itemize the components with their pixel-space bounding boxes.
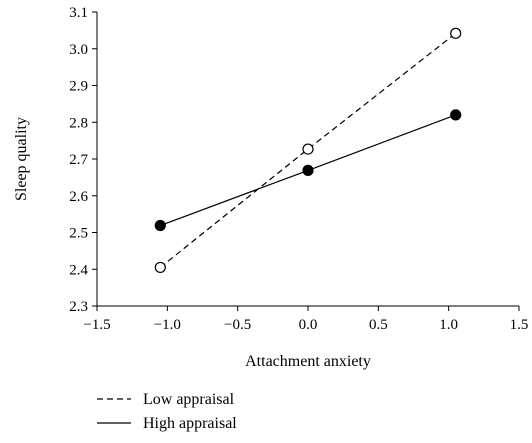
y-tick-label: 2.6 bbox=[69, 189, 88, 205]
x-axis-label: Attachment anxiety bbox=[245, 353, 371, 370]
data-point-low-appraisal bbox=[154, 261, 166, 274]
series-layer bbox=[154, 27, 462, 274]
y-axis-ticks: 2.3 2.4 2.5 2.6 2.7 2.8 2.9 3.0 3.1 bbox=[69, 5, 97, 315]
legend: Low appraisal High appraisal bbox=[97, 391, 237, 432]
x-tick-label: −0.5 bbox=[224, 317, 251, 333]
x-tick-label: 1.0 bbox=[439, 317, 458, 333]
y-axis-label: Sleep quality bbox=[13, 117, 30, 201]
x-axis-ticks: −1.5 −1.0 −0.5 0.0 0.5 1.0 1.5 bbox=[83, 306, 528, 333]
data-point-low-appraisal bbox=[302, 143, 314, 155]
y-tick-label: 2.7 bbox=[69, 152, 88, 168]
legend-label-high-appraisal: High appraisal bbox=[143, 415, 237, 432]
data-point-low-appraisal bbox=[450, 27, 462, 39]
x-tick-label: −1.5 bbox=[83, 317, 110, 333]
legend-label-low-appraisal: Low appraisal bbox=[143, 391, 235, 408]
series-line-low-appraisal bbox=[159, 32, 457, 268]
data-point-high-appraisal bbox=[302, 164, 314, 176]
y-tick-label: 2.9 bbox=[69, 79, 88, 95]
y-tick-label: 2.4 bbox=[69, 262, 88, 278]
x-tick-label: 1.5 bbox=[510, 317, 529, 333]
data-point-high-appraisal bbox=[154, 219, 166, 232]
y-tick-label: 2.5 bbox=[69, 226, 88, 242]
y-tick-label: 3.0 bbox=[69, 42, 88, 58]
y-tick-label: 2.8 bbox=[69, 115, 88, 131]
x-tick-label: 0.5 bbox=[369, 317, 388, 333]
y-tick-label: 3.1 bbox=[69, 5, 88, 21]
x-tick-label: −1.0 bbox=[154, 317, 181, 333]
x-tick-label: 0.0 bbox=[299, 317, 318, 333]
y-tick-label: 2.3 bbox=[69, 299, 88, 315]
data-point-high-appraisal bbox=[450, 109, 462, 121]
